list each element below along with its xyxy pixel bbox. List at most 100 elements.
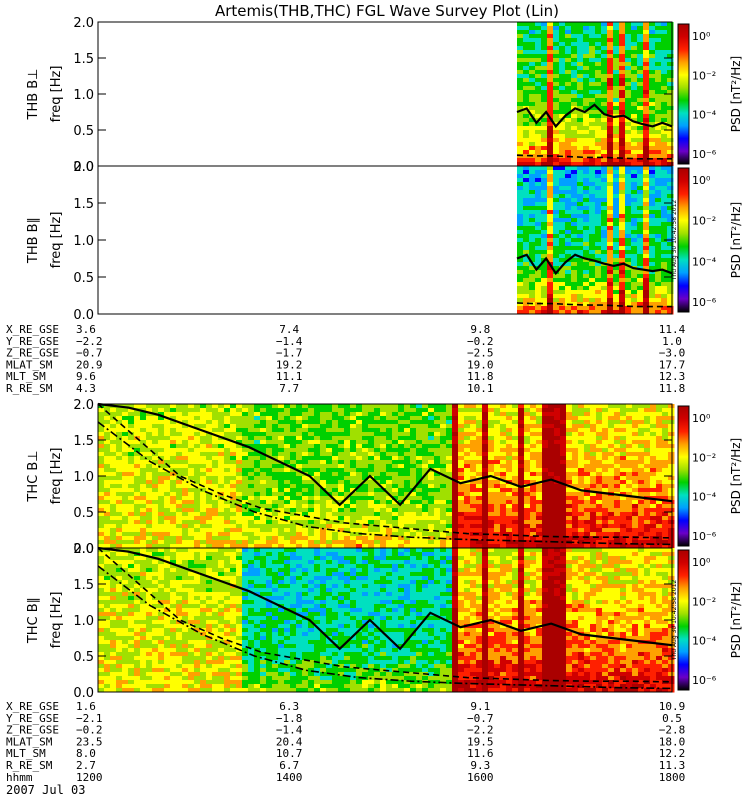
ephem-label: Y_RE_GSE [6, 712, 59, 725]
ephem-value: 17.7 [659, 358, 686, 371]
ephem-value: 7.7 [279, 382, 299, 395]
colorbar-label: PSD [nT²/Hz] [729, 56, 743, 132]
ephemeris-thb: X_RE_GSE 3.6 7.4 9.8 11.4 Y_RE_GSE −2.2 −1.4 −0.… [6, 323, 686, 395]
dashdot-curve [97, 421, 673, 546]
y-axis-label: freq [Hz] [49, 592, 64, 649]
ephem-value: 11.4 [659, 323, 686, 336]
ephem-value: 0.5 [662, 712, 682, 725]
colorbar-tick-label: 10⁻⁶ [692, 674, 717, 687]
ephem-label: R_RE_SM [6, 759, 53, 772]
colorbar [677, 23, 690, 165]
colorbar-label: PSD [nT²/Hz] [729, 202, 743, 278]
dashed-curve [516, 302, 672, 308]
plot-title: Artemis(THB,THC) FGL Wave Survey Plot (L… [215, 2, 559, 20]
ephem-label: Y_RE_GSE [6, 335, 59, 348]
ephem-value: 19.0 [467, 358, 494, 371]
ephem-value: 1400 [276, 771, 303, 784]
ephem-value: 10.9 [659, 700, 686, 713]
y-tick-label: 1.0 [73, 614, 94, 629]
ephem-value: 11.8 [467, 370, 494, 383]
y-tick-label: 0.0 [73, 542, 94, 557]
ephem-value: 11.6 [467, 747, 494, 760]
spectrogram-image [98, 548, 675, 693]
ephem-value: −0.7 [467, 712, 494, 725]
ephem-value: 20.4 [276, 735, 303, 748]
colorbar-tick-label: 10⁻⁴ [692, 109, 717, 122]
colorbar-tick-label: 10⁰ [692, 412, 711, 425]
colorbar-tick-label: 10⁻⁶ [692, 530, 717, 543]
ephem-value: −3.0 [659, 347, 686, 360]
colorbar-label: PSD [nT²/Hz] [729, 582, 743, 658]
ephem-value: 9.1 [470, 700, 490, 713]
ephemeris-tables: X_RE_GSE 3.6 7.4 9.8 11.4 Y_RE_GSE −2.2 −1.4 −0.… [6, 323, 686, 784]
y-axis-label: THB B∥ [26, 217, 41, 264]
ephem-value: 23.5 [76, 735, 103, 748]
ephem-value: 11.8 [659, 382, 686, 395]
ephem-value: 18.0 [659, 735, 686, 748]
ephem-value: 8.0 [76, 747, 96, 760]
ephem-value: 1200 [76, 771, 103, 784]
ephem-value: −1.7 [276, 347, 303, 360]
y-tick-label: 1.5 [73, 52, 94, 67]
ephem-value: 9.8 [470, 323, 490, 336]
ephem-value: 4.3 [76, 382, 96, 395]
ephem-value: −2.2 [467, 724, 494, 737]
ephem-value: 9.6 [76, 370, 96, 383]
ephem-value: 19.5 [467, 735, 494, 748]
y-tick-label: 0.5 [73, 271, 94, 286]
colorbar [677, 405, 690, 547]
ephem-value: 1600 [467, 771, 494, 784]
ephem-label: hhmm [6, 771, 33, 784]
ephem-value: −1.8 [276, 712, 303, 725]
ephem-value: 2.7 [76, 759, 96, 772]
timestamp: Thu Aug 30 10:42:58 2012 [671, 200, 678, 282]
ephem-label: MLT_SM [6, 747, 46, 760]
dashed-curve [97, 547, 673, 683]
ephem-value: 12.2 [659, 747, 686, 760]
colorbar-tick-label: 10⁻² [692, 69, 716, 82]
y-tick-label: 2.0 [73, 398, 94, 413]
y-tick-label: 0.0 [73, 160, 94, 175]
colorbar-tick-label: 10⁻⁶ [692, 148, 717, 161]
ephem-value: 6.7 [279, 759, 299, 772]
ephem-label: Z_RE_GSE [6, 347, 59, 360]
colorbar-tick-label: 10⁻² [692, 451, 716, 464]
ephem-value: −2.1 [76, 712, 103, 725]
y-tick-label: 1.5 [73, 434, 94, 449]
y-tick-label: 2.0 [73, 160, 94, 175]
spectrogram-image [517, 166, 674, 315]
ephem-label: R_RE_SM [6, 382, 53, 395]
colorbar-tick-label: 10⁻⁶ [692, 296, 717, 309]
dashdot-curve [97, 565, 673, 690]
ephem-value: 19.2 [276, 358, 303, 371]
timestamp: Thu Aug 30 10:42:58 2012 [671, 580, 678, 662]
ephem-label: Z_RE_GSE [6, 724, 59, 737]
spectrogram-image [98, 404, 675, 549]
ephem-value: −2.8 [659, 724, 686, 737]
colorbar-tick-label: 10⁰ [692, 174, 711, 187]
ephem-value: −2.5 [467, 347, 494, 360]
ephem-value: 1800 [659, 771, 686, 784]
y-axis-label: THC B∥ [26, 597, 41, 644]
y-axis-label: freq [Hz] [49, 212, 64, 269]
y-tick-label: 1.0 [73, 88, 94, 103]
ephem-value: 3.6 [76, 323, 96, 336]
ephem-label: MLT_SM [6, 370, 46, 383]
solid-curve [516, 253, 673, 276]
ephem-value: 6.3 [279, 700, 299, 713]
colorbar-tick-label: 10⁻² [692, 215, 716, 228]
dashed-curve [97, 403, 673, 539]
y-tick-label: 0.0 [73, 686, 94, 701]
solid-curve [97, 402, 673, 507]
y-tick-label: 1.0 [73, 470, 94, 485]
colorbar-tick-label: 10⁻⁴ [692, 491, 717, 504]
ephem-value: −0.2 [467, 335, 494, 348]
colorbar [677, 167, 690, 313]
y-tick-label: 0.5 [73, 650, 94, 665]
ephem-value: 11.3 [659, 759, 686, 772]
panel-3: 0.0 0.5 1.0 1.5 2.0 THC B⊥ freq [Hz] 10⁰ 10⁻² 10⁻… [26, 398, 743, 557]
ephemeris-thc: X_RE_GSE 1.6 6.3 9.1 10.9 Y_RE_GSE −2.1 −1.8 −0.… [6, 700, 685, 784]
colorbar-tick-label: 10⁻⁴ [692, 635, 717, 648]
ephem-value: 7.4 [279, 323, 299, 336]
